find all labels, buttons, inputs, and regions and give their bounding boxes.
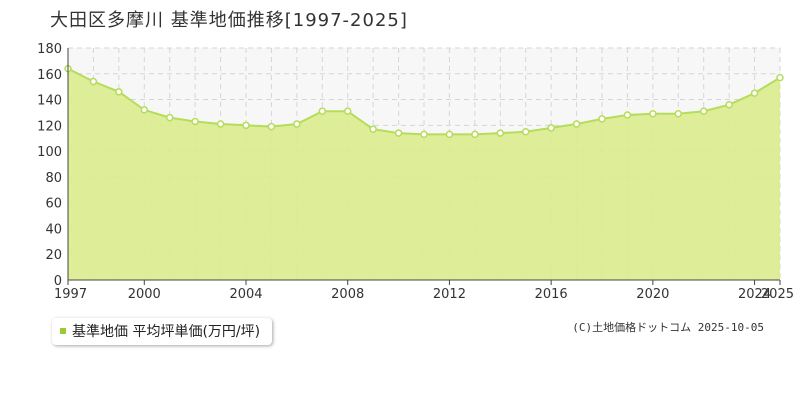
data-point	[115, 88, 123, 96]
data-markers	[64, 64, 784, 139]
x-tick-label: 1997	[54, 287, 87, 302]
data-point	[725, 100, 733, 109]
y-tick-label: 60	[45, 197, 62, 212]
data-point	[623, 111, 632, 119]
data-point	[649, 109, 657, 118]
data-point	[471, 130, 479, 139]
x-tick-label: 2025	[761, 287, 794, 302]
x-tick-label: 2012	[433, 287, 466, 302]
legend-label: 基準地価 平均坪単価(万円/坪)	[72, 324, 261, 340]
page-title: 大田区多摩川 基準地価推移[1997-2025]	[50, 10, 408, 31]
y-tick-label: 0	[54, 274, 62, 289]
data-point	[598, 115, 606, 123]
data-point	[165, 113, 174, 122]
y-tick-label: 20	[45, 248, 62, 263]
y-tick-label: 160	[37, 68, 62, 83]
data-point	[776, 73, 784, 82]
data-point	[191, 117, 199, 126]
y-tick-label: 140	[37, 94, 62, 109]
data-point	[343, 107, 352, 115]
tick-labels: 0 20 40 60 80 100 120 140 160 180 1997 2000 2004 2008…	[37, 42, 794, 302]
data-point	[496, 129, 505, 137]
data-point	[89, 77, 98, 86]
data-point	[140, 106, 149, 114]
x-tick-label: 2024	[738, 287, 771, 302]
legend-swatch	[60, 328, 66, 334]
y-tick-label: 40	[45, 222, 62, 237]
y-tick-label: 120	[37, 119, 62, 134]
y-tick-label: 100	[37, 145, 62, 160]
data-point	[445, 130, 454, 139]
data-point	[369, 125, 377, 133]
data-point	[318, 107, 327, 115]
data-point	[394, 129, 403, 137]
data-point	[699, 107, 708, 115]
data-point	[216, 120, 225, 128]
x-tick-label: 2008	[331, 287, 364, 302]
x-tick-label: 2016	[535, 287, 568, 302]
y-tick-label: 80	[45, 171, 62, 186]
copyright-text: (C)土地価格ドットコム 2025-10-05	[572, 321, 764, 334]
data-point	[293, 120, 301, 128]
data-point	[267, 122, 276, 131]
axes	[67, 48, 781, 285]
y-tick-label: 180	[37, 42, 62, 57]
data-point	[750, 89, 759, 97]
data-point	[674, 109, 683, 118]
data-point	[242, 121, 250, 130]
data-point	[521, 128, 530, 136]
x-tick-label: 2004	[229, 287, 262, 302]
x-tick-label: 2000	[128, 287, 161, 302]
data-point	[547, 124, 555, 132]
x-tick-label: 2020	[636, 287, 669, 302]
legend: 基準地価 平均坪単価(万円/坪)	[52, 318, 273, 345]
data-point	[420, 130, 428, 139]
data-point	[572, 120, 581, 128]
